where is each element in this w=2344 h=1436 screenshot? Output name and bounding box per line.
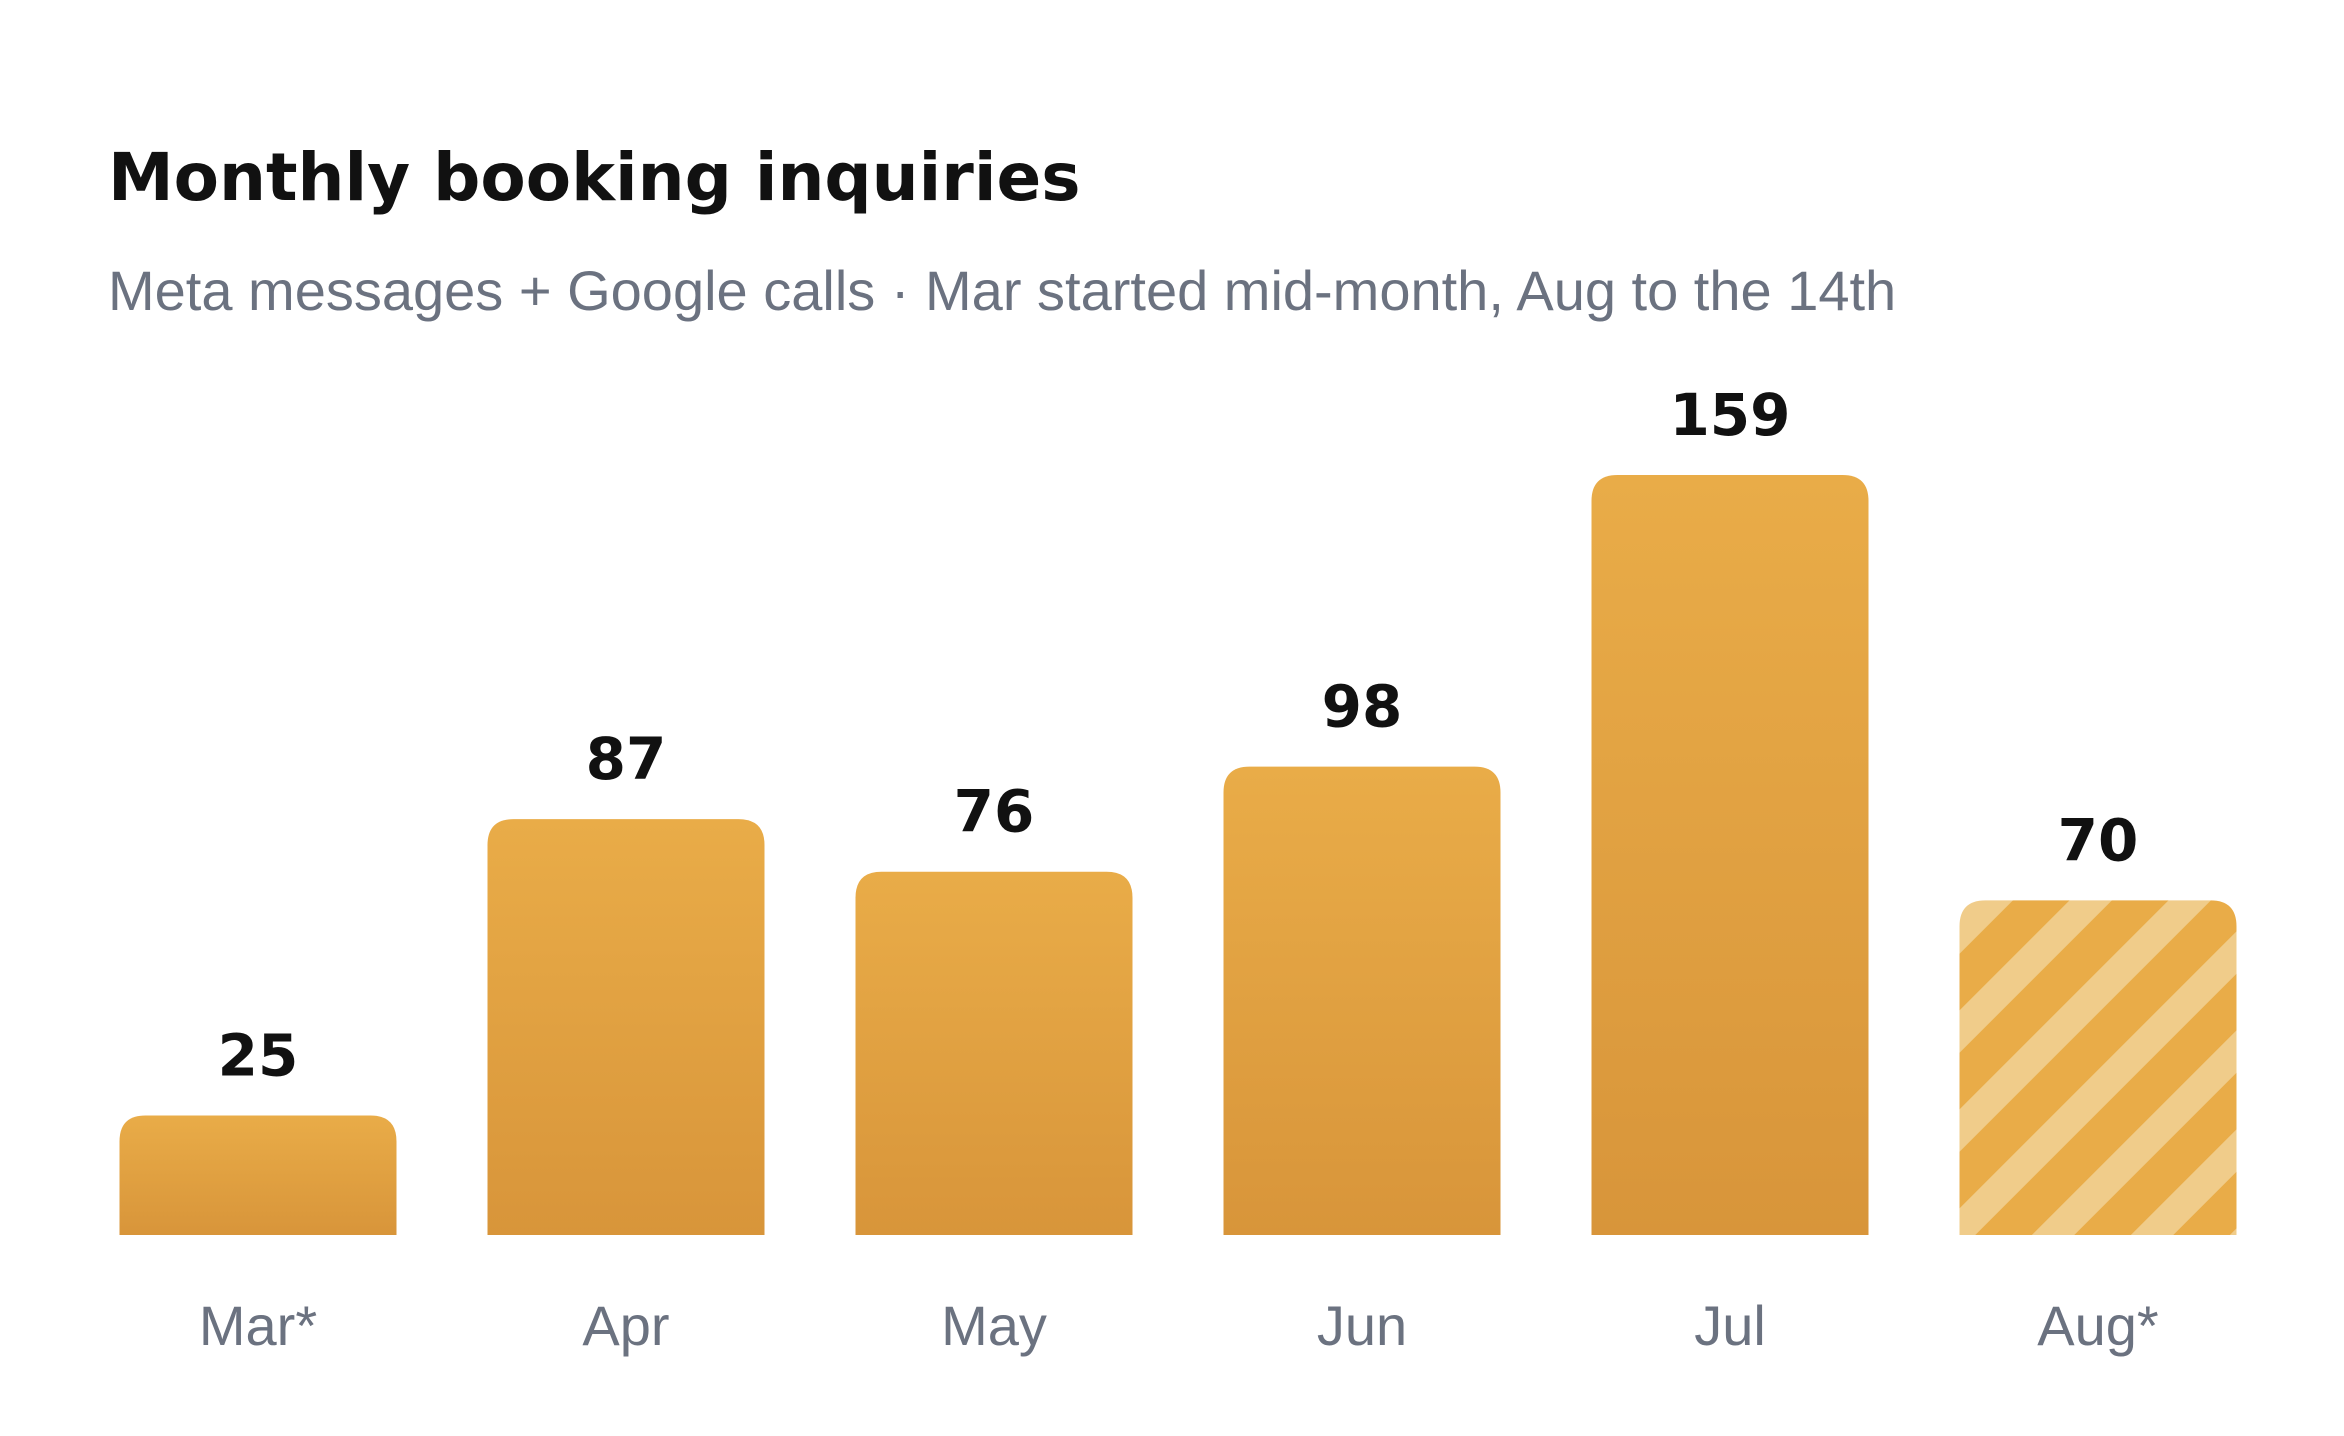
value-label: 25	[218, 1022, 299, 1090]
x-tick-label: Jun	[1317, 1294, 1407, 1357]
bar	[1223, 766, 1501, 1235]
bar	[1959, 900, 2237, 1235]
value-label: 70	[2058, 806, 2139, 874]
bar	[119, 1115, 397, 1235]
value-label: 159	[1669, 381, 1790, 449]
x-tick-label: Apr	[582, 1294, 669, 1357]
bar	[1591, 475, 1869, 1235]
value-label: 87	[586, 725, 667, 793]
x-tick-label: Aug*	[2037, 1294, 2158, 1357]
chart-title: Monthly booking inquiries	[108, 139, 1081, 216]
x-tick-label: Jul	[1694, 1294, 1766, 1357]
chart-subtitle: Meta messages + Google calls · Mar start…	[108, 259, 1896, 322]
bar	[855, 871, 1133, 1235]
bar	[487, 819, 765, 1235]
x-tick-label: Mar*	[199, 1294, 317, 1357]
value-label: 98	[1322, 673, 1403, 741]
value-label: 76	[954, 778, 1035, 846]
x-tick-label: May	[941, 1294, 1047, 1357]
